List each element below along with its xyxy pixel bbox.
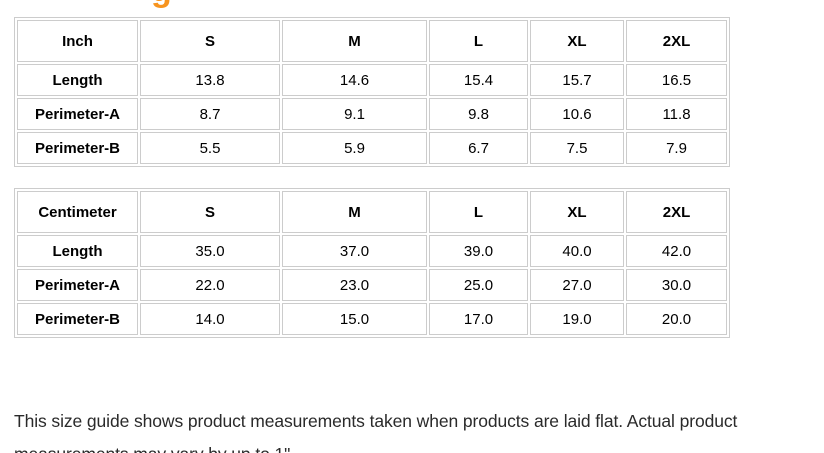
table-row-perimeter-a: Perimeter-A 22.0 23.0 25.0 27.0 30.0 <box>17 269 727 301</box>
row-label: Perimeter-A <box>17 98 138 130</box>
measurement-cell: 20.0 <box>626 303 727 335</box>
size-header-l: L <box>429 191 528 233</box>
measurement-cell: 30.0 <box>626 269 727 301</box>
measurement-cell: 42.0 <box>626 235 727 267</box>
row-label: Length <box>17 235 138 267</box>
clipped-heading-letter: g <box>151 0 181 7</box>
unit-header-cell: Inch <box>17 20 138 62</box>
size-header-2xl: 2XL <box>626 20 727 62</box>
size-guide-note: This size guide shows product measuremen… <box>14 410 738 453</box>
measurement-cell: 25.0 <box>429 269 528 301</box>
clipped-heading-fragment: g <box>151 0 181 8</box>
measurement-cell: 10.6 <box>530 98 624 130</box>
measurement-cell: 23.0 <box>282 269 427 301</box>
measurement-cell: 9.8 <box>429 98 528 130</box>
size-header-m: M <box>282 20 427 62</box>
measurement-cell: 7.5 <box>530 132 624 164</box>
row-label: Perimeter-A <box>17 269 138 301</box>
table-row-perimeter-a: Perimeter-A 8.7 9.1 9.8 10.6 11.8 <box>17 98 727 130</box>
centimeter-size-table: Centimeter S M L XL 2XL Length 35.0 37.0… <box>14 188 730 338</box>
measurement-cell: 6.7 <box>429 132 528 164</box>
measurement-cell: 40.0 <box>530 235 624 267</box>
measurement-cell: 22.0 <box>140 269 280 301</box>
table-row-length: Length 13.8 14.6 15.4 15.7 16.5 <box>17 64 727 96</box>
measurement-cell: 7.9 <box>626 132 727 164</box>
measurement-cell: 15.4 <box>429 64 528 96</box>
measurement-cell: 14.0 <box>140 303 280 335</box>
unit-header-cell: Centimeter <box>17 191 138 233</box>
row-label: Length <box>17 64 138 96</box>
table-row-perimeter-b: Perimeter-B 14.0 15.0 17.0 19.0 20.0 <box>17 303 727 335</box>
measurement-cell: 5.9 <box>282 132 427 164</box>
table-row-perimeter-b: Perimeter-B 5.5 5.9 6.7 7.5 7.9 <box>17 132 727 164</box>
size-header-xl: XL <box>530 20 624 62</box>
measurement-cell: 35.0 <box>140 235 280 267</box>
measurement-cell: 19.0 <box>530 303 624 335</box>
measurement-cell: 11.8 <box>626 98 727 130</box>
table-row-length: Length 35.0 37.0 39.0 40.0 42.0 <box>17 235 727 267</box>
size-header-2xl: 2XL <box>626 191 727 233</box>
size-header-s: S <box>140 20 280 62</box>
measurement-cell: 16.5 <box>626 64 727 96</box>
measurement-cell: 39.0 <box>429 235 528 267</box>
measurement-cell: 37.0 <box>282 235 427 267</box>
measurement-cell: 13.8 <box>140 64 280 96</box>
measurement-cell: 8.7 <box>140 98 280 130</box>
measurement-cell: 17.0 <box>429 303 528 335</box>
table-header-row: Centimeter S M L XL 2XL <box>17 191 727 233</box>
size-header-l: L <box>429 20 528 62</box>
measurement-cell: 5.5 <box>140 132 280 164</box>
row-label: Perimeter-B <box>17 303 138 335</box>
measurement-cell: 9.1 <box>282 98 427 130</box>
size-header-xl: XL <box>530 191 624 233</box>
size-guide-content: Inch S M L XL 2XL Length 13.8 14.6 15.4 … <box>14 17 732 338</box>
measurement-cell: 15.7 <box>530 64 624 96</box>
row-label: Perimeter-B <box>17 132 138 164</box>
measurement-cell: 27.0 <box>530 269 624 301</box>
size-header-s: S <box>140 191 280 233</box>
measurement-cell: 15.0 <box>282 303 427 335</box>
inch-size-table: Inch S M L XL 2XL Length 13.8 14.6 15.4 … <box>14 17 730 167</box>
table-header-row: Inch S M L XL 2XL <box>17 20 727 62</box>
measurement-cell: 14.6 <box>282 64 427 96</box>
size-header-m: M <box>282 191 427 233</box>
